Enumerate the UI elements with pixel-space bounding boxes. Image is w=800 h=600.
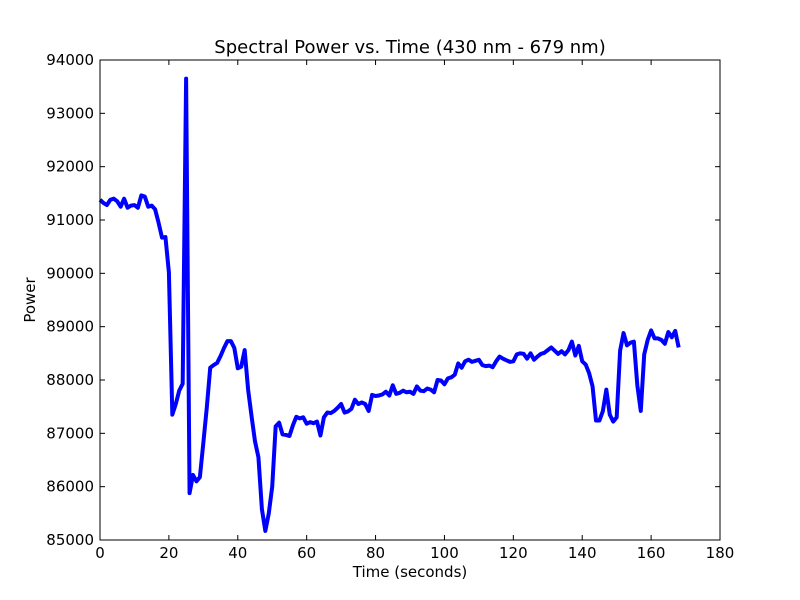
y-tick-label: 89000 [46,318,94,336]
series-line-0 [98,76,681,533]
x-axis-title: Time (seconds) [352,563,468,581]
x-tick-label: 140 [568,544,597,562]
y-tick-label: 91000 [46,211,94,229]
y-tick-label: 90000 [46,264,94,282]
y-tick-label: 94000 [46,51,94,69]
y-tick-label: 87000 [46,424,94,442]
chart-title: Spectral Power vs. Time (430 nm - 679 nm… [214,37,605,58]
y-tick-label: 85000 [46,531,94,549]
plot-background [100,60,720,540]
y-tick-label: 86000 [46,478,94,496]
x-tick-label: 80 [366,544,385,562]
y-tick-label: 93000 [46,104,94,122]
x-tick-label: 40 [228,544,247,562]
y-tick-label: 92000 [46,158,94,176]
y-axis-title: Power [21,276,39,322]
y-tick-label: 88000 [46,371,94,389]
x-tick-label: 60 [297,544,316,562]
axes-frame [99,59,721,541]
x-tick-label: 0 [95,544,105,562]
x-tick-label: 120 [499,544,528,562]
x-tick-label: 20 [159,544,178,562]
x-tick-label: 180 [706,544,735,562]
plot-area: 0 20 40 60 80 100 120 140 160 180 85000 86000 87000 8… [46,51,734,562]
x-tick-label: 160 [637,544,666,562]
x-tick-label: 100 [430,544,459,562]
